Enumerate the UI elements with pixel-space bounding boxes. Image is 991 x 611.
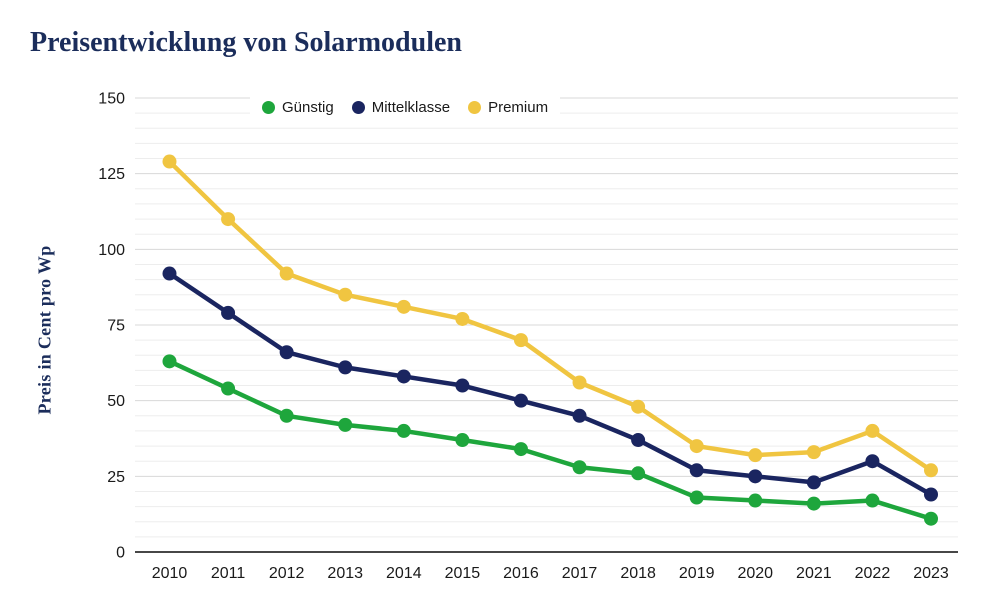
- legend-item-premium: Premium: [468, 99, 548, 116]
- series-line-günstig: [167, 359, 934, 521]
- x-tick-label: 2017: [562, 565, 598, 582]
- x-tick-label: 2016: [503, 565, 539, 582]
- data-point: [396, 299, 411, 314]
- data-point: [572, 460, 587, 475]
- data-point: [279, 266, 294, 281]
- data-point: [162, 154, 177, 169]
- y-tick-label: 0: [116, 545, 125, 562]
- data-point: [221, 212, 236, 227]
- x-tick-label: 2011: [211, 565, 246, 582]
- x-tick-label: 2020: [737, 565, 773, 582]
- x-tick-label: 2012: [269, 565, 305, 582]
- data-point: [631, 466, 646, 481]
- data-point: [572, 408, 587, 423]
- data-point: [865, 423, 880, 438]
- x-tick-label: 2019: [679, 565, 715, 582]
- data-point: [865, 493, 880, 508]
- x-tick-label: 2014: [386, 565, 422, 582]
- data-point: [924, 463, 938, 478]
- data-point: [162, 354, 177, 369]
- data-point: [338, 287, 353, 302]
- x-tick-label: 2010: [152, 565, 188, 582]
- data-point: [279, 345, 294, 360]
- y-tick-label: 50: [107, 393, 125, 410]
- data-point: [279, 408, 294, 423]
- data-point: [806, 496, 821, 511]
- series-line-mittelklasse: [167, 271, 934, 497]
- data-point: [221, 381, 236, 396]
- data-point: [513, 393, 528, 408]
- data-point: [162, 266, 177, 281]
- legend-item-mittelklasse: Mittelklasse: [351, 99, 451, 116]
- x-tick-label: 2023: [913, 565, 949, 582]
- data-point: [513, 442, 528, 457]
- legend-label-premium: Premium: [488, 99, 549, 116]
- data-point: [221, 305, 236, 320]
- data-point: [396, 423, 411, 438]
- x-tick-label: 2013: [327, 565, 363, 582]
- data-point: [689, 463, 704, 478]
- data-point: [455, 311, 470, 326]
- data-point: [806, 475, 821, 490]
- data-point: [572, 375, 587, 390]
- data-point: [396, 369, 411, 384]
- chart-legend: Günstig Mittelklasse Premium: [250, 96, 561, 121]
- legend-item-guenstig: Günstig: [262, 99, 334, 116]
- legend-label-guenstig: Günstig: [282, 99, 334, 116]
- y-tick-label: 100: [98, 242, 125, 259]
- series-line-premium: [167, 159, 934, 473]
- guenstig-dot-icon: [262, 101, 275, 114]
- data-point: [455, 433, 470, 448]
- data-point: [455, 378, 470, 393]
- x-tick-label: 2021: [796, 565, 832, 582]
- x-tick-label: 2022: [855, 565, 891, 582]
- data-point: [748, 448, 763, 463]
- data-point: [748, 493, 763, 508]
- premium-dot-icon: [468, 101, 482, 114]
- data-point: [924, 511, 938, 526]
- data-point: [689, 439, 704, 454]
- y-tick-label: 125: [98, 166, 125, 183]
- legend-label-mittelklasse: Mittelklasse: [371, 99, 451, 116]
- y-tick-label: 25: [107, 469, 125, 486]
- data-point: [631, 433, 646, 448]
- data-point: [689, 490, 704, 505]
- data-point: [338, 417, 353, 432]
- mittelklasse-dot-icon: [351, 101, 365, 114]
- data-point: [631, 399, 646, 414]
- chart-title: Preisentwicklung von Solarmodulen: [30, 27, 462, 58]
- data-point: [748, 469, 763, 484]
- y-tick-label: 75: [107, 318, 125, 335]
- y-tick-label: 150: [98, 91, 125, 108]
- x-tick-label: 2015: [445, 565, 481, 582]
- x-tick-label: 2018: [620, 565, 656, 582]
- data-point: [806, 445, 821, 460]
- data-point: [513, 333, 528, 348]
- data-point: [924, 487, 938, 502]
- data-point: [338, 360, 353, 375]
- data-point: [865, 454, 880, 469]
